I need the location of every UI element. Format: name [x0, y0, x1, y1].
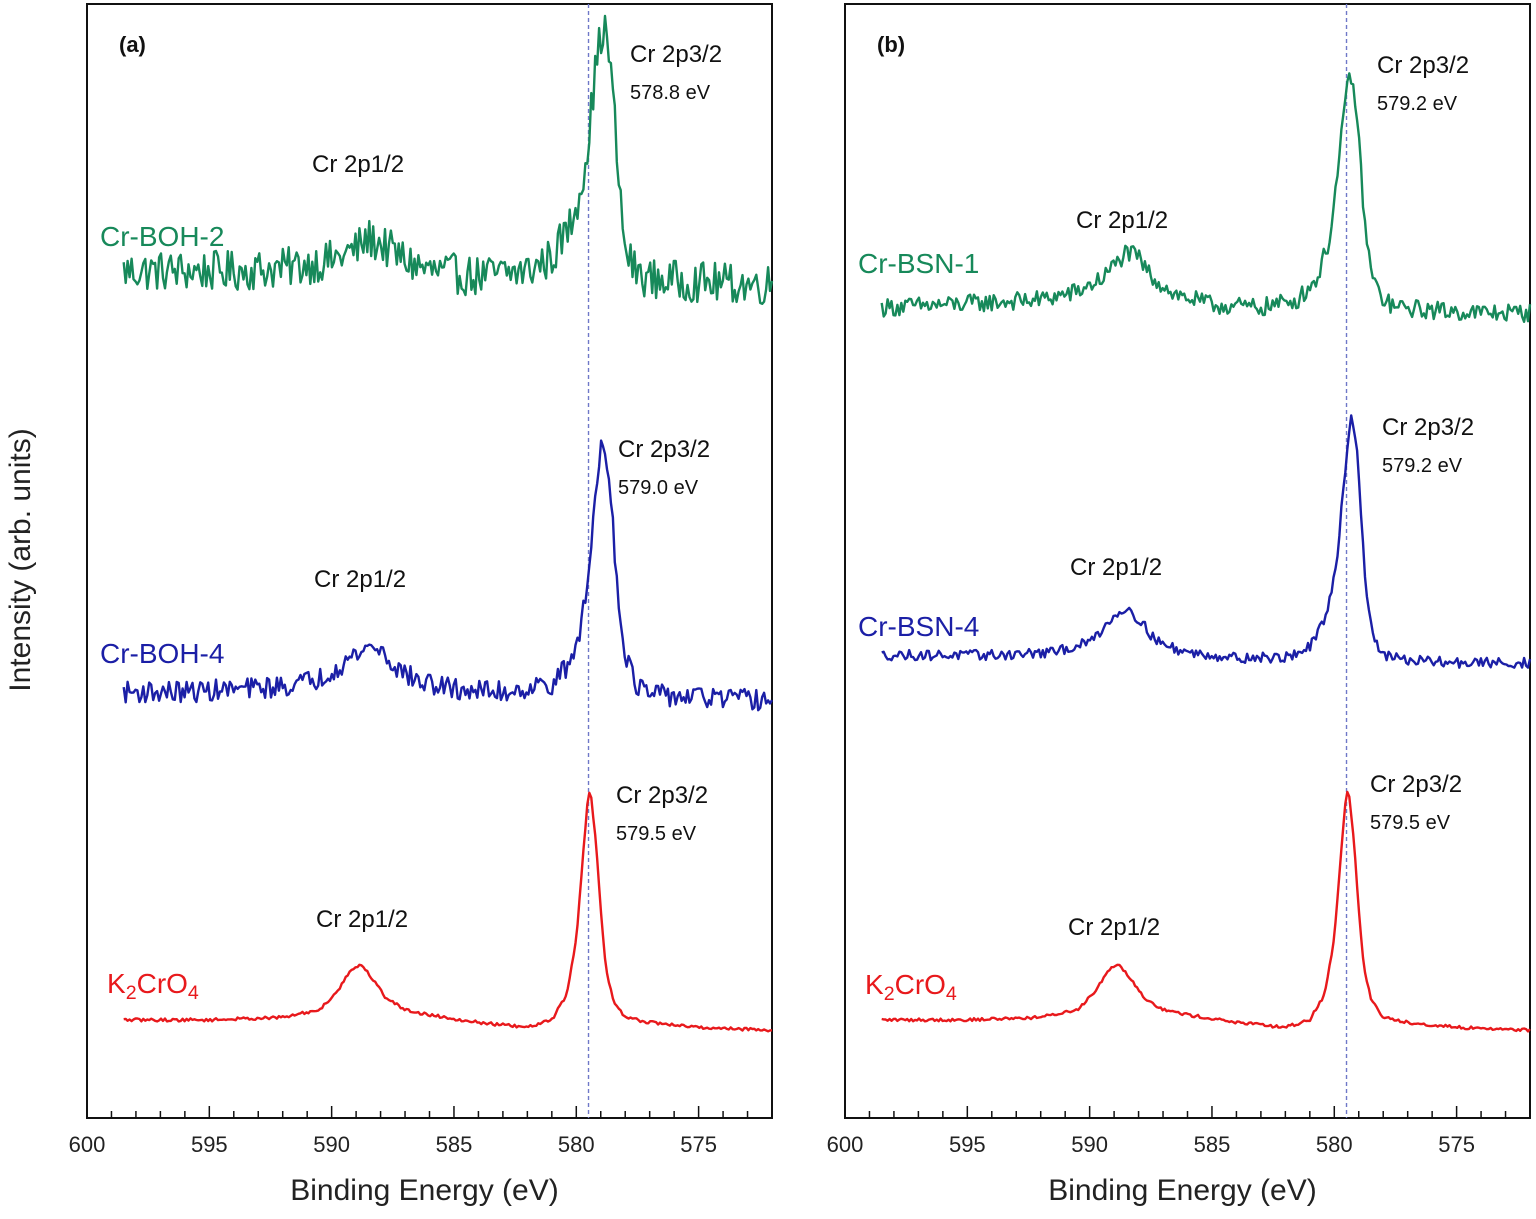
series-label: K2​CrO4​	[865, 969, 957, 1005]
plot-frame	[844, 3, 1531, 1119]
x-tick-label: 580	[1316, 1132, 1353, 1157]
peak-energy-value: 578.8 eV	[630, 82, 711, 104]
peak-label-2p3-2: Cr 2p3/2	[616, 782, 708, 809]
spectrum-line	[880, 72, 1532, 323]
series-label: Cr-BSN-4	[858, 611, 979, 642]
peak-label-2p1-2: Cr 2p1/2	[1070, 554, 1162, 581]
x-tick-label: 590	[313, 1132, 350, 1157]
x-axis-label: Binding Energy (eV)	[290, 1174, 558, 1207]
series-label: K2​CrO4​	[107, 968, 199, 1004]
peak-label-2p1-2: Cr 2p1/2	[1076, 207, 1168, 234]
spectrum-line	[122, 439, 774, 712]
series-label: Cr-BOH-4	[100, 638, 224, 669]
spectrum-line	[881, 790, 1531, 1033]
spectrum-line	[881, 414, 1532, 669]
peak-label-2p3-2: Cr 2p3/2	[630, 41, 722, 68]
peak-energy-value: 579.5 eV	[616, 823, 697, 845]
panel-b: 600 595 590 585 580 575 Binding Energy (eV) (b)…	[827, 3, 1532, 1207]
peak-label-2p1-2: Cr 2p1/2	[1068, 914, 1160, 941]
peak-energy-value: 579.5 eV	[1370, 812, 1451, 834]
panel-label: (b)	[877, 32, 905, 57]
x-tick-label: 595	[949, 1132, 986, 1157]
x-tick-label: 600	[827, 1132, 864, 1157]
peak-label-2p3-2: Cr 2p3/2	[1382, 414, 1474, 441]
x-tick-label: 595	[191, 1132, 228, 1157]
x-tick-label: 590	[1071, 1132, 1108, 1157]
x-tick-label: 575	[1438, 1132, 1475, 1157]
panel-a: 600 595 590 585 580 575 Binding Energy (eV) (a)…	[69, 3, 774, 1207]
peak-label-2p1-2: Cr 2p1/2	[316, 906, 408, 933]
peak-label-2p1-2: Cr 2p1/2	[314, 566, 406, 593]
x-tick-label: 585	[1194, 1132, 1231, 1157]
peak-energy-value: 579.2 eV	[1377, 93, 1458, 115]
peak-energy-value: 579.2 eV	[1382, 455, 1463, 477]
series-label: Cr-BSN-1	[858, 248, 979, 279]
spectrum-line	[123, 791, 773, 1033]
peak-label-2p3-2: Cr 2p3/2	[1377, 52, 1469, 79]
plot-frame	[86, 3, 773, 1119]
y-axis-label: Intensity (arb. units)	[4, 428, 37, 691]
peak-label-2p3-2: Cr 2p3/2	[618, 436, 710, 463]
x-tick-label: 575	[680, 1132, 717, 1157]
peak-energy-value: 579.0 eV	[618, 477, 699, 499]
peak-label-2p1-2: Cr 2p1/2	[312, 151, 404, 178]
x-axis-label: Binding Energy (eV)	[1048, 1174, 1316, 1207]
peak-label-2p3-2: Cr 2p3/2	[1370, 771, 1462, 798]
spectrum-line	[122, 14, 774, 305]
panel-label: (a)	[119, 32, 146, 57]
series-label: Cr-BOH-2	[100, 221, 224, 252]
x-tick-label: 580	[558, 1132, 595, 1157]
x-tick-label: 600	[69, 1132, 106, 1157]
x-tick-label: 585	[436, 1132, 473, 1157]
